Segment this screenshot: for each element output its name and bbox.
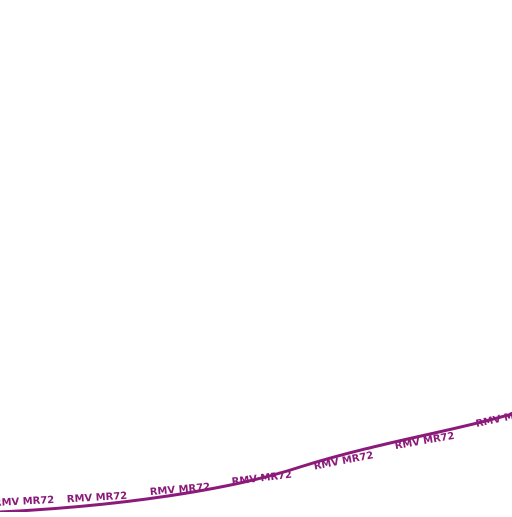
route-label: RMV MR72 <box>231 470 292 488</box>
route-label: RMV MR72 <box>0 495 55 509</box>
route-label: RMV MR72 <box>149 482 210 498</box>
route-label: RMV MR72 <box>475 407 512 430</box>
route-label: RMV MR72 <box>67 491 128 506</box>
route-line[interactable] <box>0 412 512 514</box>
